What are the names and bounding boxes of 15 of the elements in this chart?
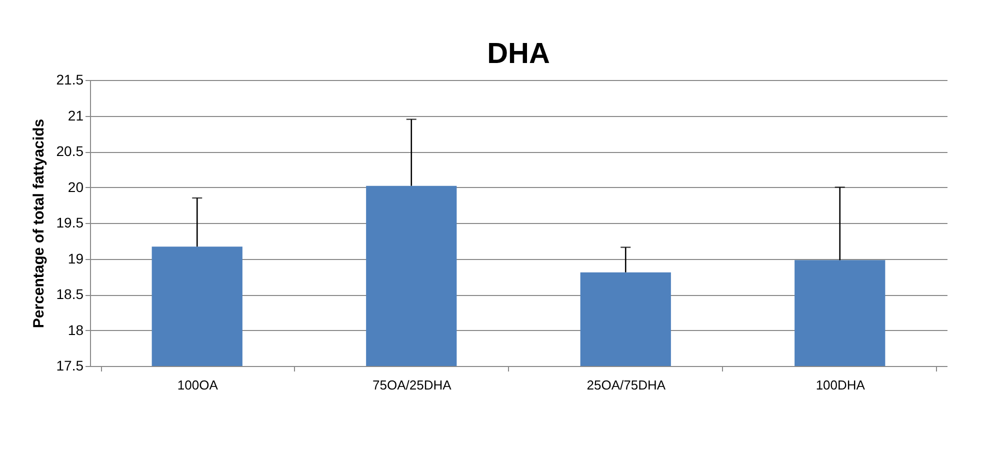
y-tick-label: 21 xyxy=(68,107,84,124)
y-tick-label: 20 xyxy=(68,178,84,195)
y-tick-label: 19.5 xyxy=(56,214,84,230)
x-tick-label: 100OA xyxy=(177,378,218,392)
x-tick-label: 25OA/75DHA xyxy=(586,378,666,392)
chart-title: DHA xyxy=(487,38,550,70)
y-tick-label: 21.5 xyxy=(56,72,84,88)
y-tick-label: 17.5 xyxy=(56,358,84,374)
y-tick-label: 20.5 xyxy=(56,143,84,159)
y-tick-label: 18.5 xyxy=(56,286,84,302)
x-tick-label: 75OA/25DHA xyxy=(372,378,452,392)
y-tick-label: 19 xyxy=(68,250,84,266)
y-tick-label: 18 xyxy=(68,322,84,338)
y-axis-title: Percentage of total fattyacids xyxy=(30,118,48,328)
x-tick-label: 100DHA xyxy=(816,378,866,392)
